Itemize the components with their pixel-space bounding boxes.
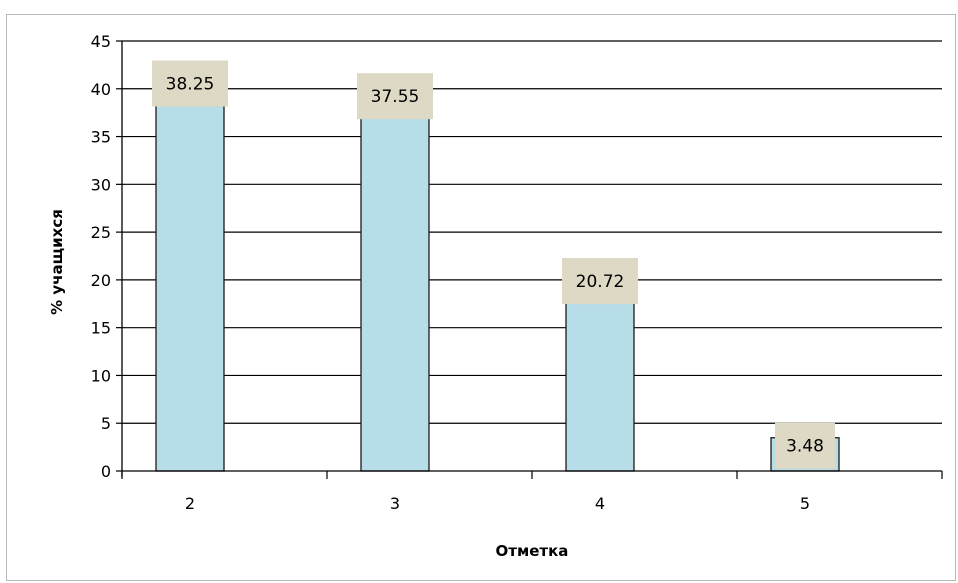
y-tick-label: 40 — [91, 80, 111, 99]
bar-3 — [360, 111, 430, 472]
y-tick-label: 15 — [91, 319, 111, 338]
data-label-box — [775, 422, 835, 469]
y-axis-title: % учащихся — [48, 209, 66, 315]
y-tick-label: 10 — [91, 366, 111, 385]
data-label-5: 3.48 — [775, 422, 835, 469]
bar-2 — [155, 104, 225, 472]
y-tick-label: 35 — [91, 128, 111, 147]
y-tick-label: 25 — [91, 223, 111, 242]
data-label-box — [357, 73, 433, 120]
data-labels: 38.25 37.55 20.72 3.48 — [152, 60, 835, 469]
y-tick-label: 30 — [91, 175, 111, 194]
x-tick-label: 5 — [800, 494, 810, 513]
data-label-value: 37.55 — [371, 87, 420, 107]
gridlines — [122, 40, 942, 424]
data-label-value: 38.25 — [166, 75, 215, 95]
x-tick-label: 2 — [185, 494, 195, 513]
data-label-4: 20.72 — [562, 258, 638, 305]
data-label-box — [152, 60, 228, 107]
bars — [155, 104, 840, 472]
y-tick-label: 5 — [101, 414, 111, 433]
data-label-3: 37.55 — [357, 73, 433, 120]
x-tick-label: 4 — [595, 494, 605, 513]
y-tick-label: 45 — [91, 32, 111, 51]
x-tick-label: 3 — [390, 494, 400, 513]
data-label-value: 3.48 — [786, 437, 824, 457]
y-tick-label: 20 — [91, 271, 111, 290]
data-label-2: 38.25 — [152, 60, 228, 107]
data-label-value: 20.72 — [576, 272, 625, 292]
x-axis-title: Отметка — [496, 542, 569, 560]
y-tick-label: 0 — [101, 462, 111, 481]
data-label-box — [562, 258, 638, 305]
